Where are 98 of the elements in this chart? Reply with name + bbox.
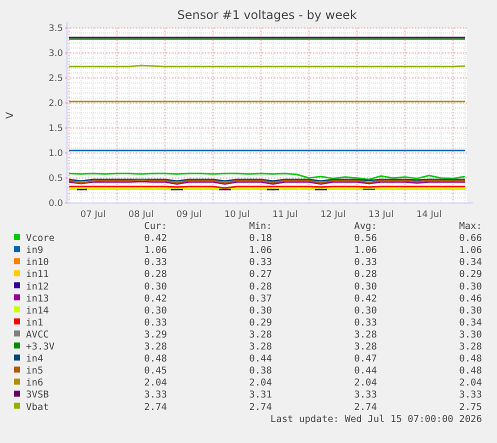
text: Max:	[459, 221, 482, 232]
text: 0.18	[249, 233, 272, 244]
legend-label: in1	[26, 317, 44, 328]
text: 3.28	[249, 329, 272, 340]
text: 0.30	[144, 305, 168, 316]
x-tick-label: 13 Jul	[368, 210, 394, 220]
text: 2.74	[354, 402, 378, 413]
text: 0.30	[249, 305, 272, 316]
x-tick-label: 09 Jul	[176, 210, 202, 220]
legend-label: in9	[26, 245, 44, 256]
legend-label: in10	[26, 257, 50, 268]
y-tick-label: 0.5	[48, 174, 63, 184]
text: 0.28	[249, 281, 272, 292]
text: 0.30	[354, 305, 378, 316]
legend-label: in13	[26, 293, 49, 304]
text: 0.44	[249, 354, 272, 365]
text: Cur:	[144, 221, 167, 232]
text: 3.28	[354, 329, 378, 340]
legend-label: in14	[26, 305, 50, 316]
text: 0.33	[144, 317, 167, 328]
text: 0.42	[144, 293, 167, 304]
text: 0.27	[249, 269, 272, 280]
x-tick-label: 11 Jul	[272, 210, 298, 220]
text: 0.38	[249, 366, 272, 377]
text: 0.33	[249, 257, 272, 268]
text: 1.06	[354, 245, 378, 256]
text: 0.37	[249, 293, 272, 304]
y-axis-title: V	[5, 112, 16, 119]
text: 2.04	[144, 378, 168, 389]
text: 0.48	[459, 366, 482, 377]
text: 0.66	[459, 233, 482, 244]
text: 3.33	[144, 390, 167, 401]
text: 1.06	[144, 245, 168, 256]
text: 3.33	[459, 390, 482, 401]
text: 0.30	[459, 281, 482, 292]
text: 0.34	[459, 317, 482, 328]
legend-label: 3VSB	[26, 390, 50, 401]
text: 3.31	[249, 390, 272, 401]
y-tick-label: 1.5	[48, 124, 63, 134]
legend-label: AVCC	[26, 329, 49, 340]
y-tick-label: 3.5	[48, 24, 63, 34]
text: Avg:	[354, 221, 377, 232]
text: 3.28	[459, 342, 482, 352]
text: 2.04	[249, 378, 272, 389]
text: 2.75	[459, 402, 482, 413]
legend-label: in4	[26, 354, 44, 365]
text: 0.44	[354, 366, 378, 377]
x-tick-label: 12 Jul	[320, 210, 346, 220]
text: 0.29	[249, 317, 272, 328]
x-tick-label: 08 Jul	[128, 210, 154, 220]
legend-label: +3.3V	[26, 342, 55, 352]
text: 0.33	[144, 257, 167, 268]
y-tick-label: 2.5	[48, 74, 63, 84]
y-tick-label: 0.0	[48, 199, 64, 210]
text: 0.28	[354, 269, 378, 280]
text: 3.28	[354, 342, 378, 352]
legend-label: Vcore	[26, 233, 55, 244]
legend-label: in6	[26, 378, 44, 389]
text: 0.34	[459, 257, 482, 268]
text: 2.74	[144, 402, 168, 413]
legend-label: in12	[26, 281, 49, 292]
text: 0.45	[144, 366, 167, 377]
text: 1.06	[249, 245, 272, 256]
y-tick-label: 2.0	[48, 99, 64, 110]
text: 0.47	[354, 354, 377, 365]
text: 0.42	[354, 293, 377, 304]
x-tick-label: 07 Jul	[80, 210, 106, 220]
text: 0.46	[459, 293, 482, 304]
text: 0.56	[354, 233, 378, 244]
text: 3.29	[144, 329, 168, 340]
text: 0.48	[459, 354, 482, 365]
text: 3.30	[459, 329, 482, 340]
text: 0.28	[144, 269, 168, 280]
x-tick-label: 14 Jul	[416, 210, 442, 220]
text: Last update: Wed Jul 15 07:00:00 2026	[270, 414, 482, 425]
text: 0.30	[144, 281, 168, 292]
text: 0.33	[354, 257, 377, 268]
text: 0.30	[354, 281, 378, 292]
text: 2.74	[249, 402, 272, 413]
text: 1.06	[459, 245, 482, 256]
text: 3.28	[144, 342, 168, 352]
legend-label: in5	[26, 366, 44, 377]
text: 0.33	[354, 317, 377, 328]
y-tick-label: 3.0	[48, 49, 64, 60]
text: 3.28	[249, 342, 272, 352]
text: 2.04	[459, 378, 482, 389]
text: 3.33	[354, 390, 377, 401]
text: 2.04	[354, 378, 378, 389]
legend-label: in11	[26, 269, 50, 280]
y-tick-label: 1.0	[48, 149, 64, 160]
text: 0.30	[459, 305, 482, 316]
x-tick-label: 10 Jul	[224, 210, 250, 220]
chart-title: Sensor #1 voltages - by week	[177, 8, 357, 22]
text: 0.29	[459, 269, 482, 280]
legend-label: Vbat	[26, 402, 49, 413]
text: 0.48	[144, 354, 168, 365]
text: 0.42	[144, 233, 167, 244]
text: Min:	[249, 221, 272, 232]
